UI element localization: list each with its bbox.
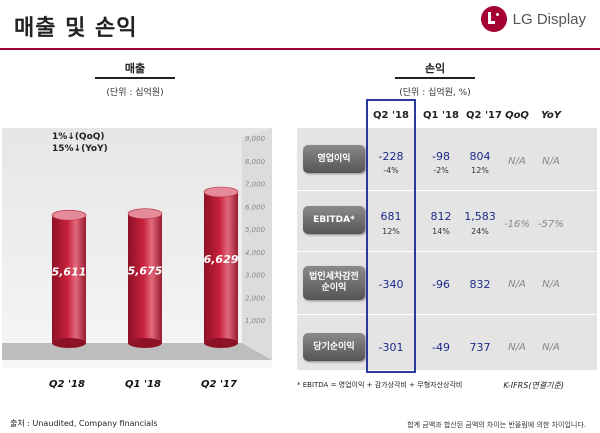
row-divider: [297, 314, 597, 315]
growth-qoq: 1%↓(QoQ): [52, 132, 105, 142]
col-header: QoQ: [505, 110, 529, 121]
rounding-disclaimer: 합계 금액과 합산된 금액의 차이는 반올림에 의한 차이입니다.: [407, 421, 586, 429]
page-title: 매출 및 손익: [14, 16, 138, 41]
lg-logo-icon: [480, 6, 507, 32]
row-label-ebitda: EBITDA*: [303, 206, 365, 234]
value-cell: N/A: [508, 156, 526, 167]
chart-side-wall: [242, 128, 272, 360]
row-divider: [297, 190, 597, 191]
accounting-standard: K-IFRS(연결기준): [503, 381, 564, 390]
bar: [128, 213, 162, 343]
y-tick-label: 5,000: [245, 226, 266, 234]
col-header: Q1 '18: [423, 110, 459, 121]
row-label-line: 법인세차감전 순이익: [309, 272, 359, 293]
bar-base: [52, 338, 86, 348]
value-cell: 737: [469, 341, 491, 354]
margin-cell: 24%: [471, 227, 489, 236]
pl-title-text: 손익: [424, 62, 446, 75]
logo-text: LG Display: [512, 10, 586, 28]
value-cell: 832: [469, 278, 491, 291]
growth-indicator: 1%↓(QoQ) 15%↓(YoY): [52, 131, 108, 155]
source-note: 출처 : Unaudited, Company financials: [10, 419, 158, 428]
bar-top: [127, 208, 163, 220]
y-tick-label: 6,000: [245, 203, 266, 211]
value-cell: N/A: [508, 342, 526, 353]
value-cell: -96: [432, 278, 450, 291]
growth-yoy: 15%↓(YoY): [52, 144, 108, 154]
current-quarter-highlight: [366, 99, 416, 373]
value-cell: N/A: [542, 342, 560, 353]
value-cell: 812: [430, 210, 452, 223]
category-label: Q2 '18: [49, 379, 85, 390]
value-cell: 681: [380, 210, 402, 223]
value-cell: -49: [432, 341, 450, 354]
value-cell: -57%: [538, 219, 564, 230]
y-tick-label: 3,000: [245, 272, 266, 280]
ebitda-footnote: * EBITDA = 영업이익 + 감가상각비 + 무형자산상각비: [297, 381, 463, 389]
category-label: Q1 '18: [125, 379, 161, 390]
value-cell: 804: [469, 150, 491, 163]
margin-cell: -2%: [433, 166, 449, 175]
row-label-operating-profit: 영업이익: [303, 145, 365, 173]
sales-title-text: 매출: [124, 62, 146, 75]
value-cell: -340: [378, 278, 404, 291]
sales-bar-chart: 1,000 2,000 3,000 4,000 5,000 6,000 7,000 8,000…: [2, 128, 272, 360]
col-header: Q2 '17: [466, 110, 502, 121]
bar: [204, 192, 238, 343]
sales-section-title: 매출: [95, 60, 175, 79]
pl-section-title: 손익: [395, 60, 475, 79]
bar-value-label: 5,611: [52, 265, 87, 278]
bar-value-label: 5,675: [128, 264, 163, 277]
sales-unit: (단위 : 십억원): [106, 88, 164, 98]
value-cell: -16%: [504, 219, 530, 230]
value-cell: N/A: [542, 156, 560, 167]
y-tick-label: 2,000: [245, 294, 266, 302]
margin-cell: 14%: [432, 227, 450, 236]
y-tick-label: 8,000: [245, 158, 266, 166]
title-divider: [0, 48, 600, 50]
value-cell: -98: [432, 150, 450, 163]
row-label-pretax-income: 법인세차감전 순이익: [303, 266, 365, 300]
y-tick-label: 9,000: [245, 135, 266, 143]
margin-cell: 12%: [382, 227, 400, 236]
bar-base: [204, 338, 238, 348]
company-logo: LG Display: [480, 6, 586, 32]
bar: [52, 215, 86, 343]
row-divider: [297, 251, 597, 252]
value-cell: N/A: [542, 279, 560, 290]
margin-cell: 12%: [471, 166, 489, 175]
bar-base: [128, 338, 162, 348]
value-cell: -301: [378, 341, 404, 354]
bar-top: [51, 209, 87, 221]
col-header: Q2 '18: [373, 110, 409, 121]
category-label: Q2 '17: [201, 379, 237, 390]
value-cell: -228: [378, 150, 404, 163]
y-tick-label: 7,000: [245, 181, 266, 189]
col-header: YoY: [540, 110, 562, 121]
row-label-net-income: 당기순이익: [303, 333, 365, 361]
bar-top: [203, 186, 239, 198]
y-tick-label: 4,000: [245, 249, 266, 257]
pl-unit: (단위 : 십억원, %): [399, 88, 471, 98]
value-cell: 1,583: [464, 210, 496, 223]
value-cell: N/A: [508, 279, 526, 290]
bar-value-label: 6,629: [204, 253, 239, 266]
y-tick-label: 1,000: [245, 317, 266, 325]
margin-cell: -4%: [383, 166, 399, 175]
sales-chart: 1,000 2,000 3,000 4,000 5,000 6,000 7,000 8,000…: [2, 128, 272, 368]
